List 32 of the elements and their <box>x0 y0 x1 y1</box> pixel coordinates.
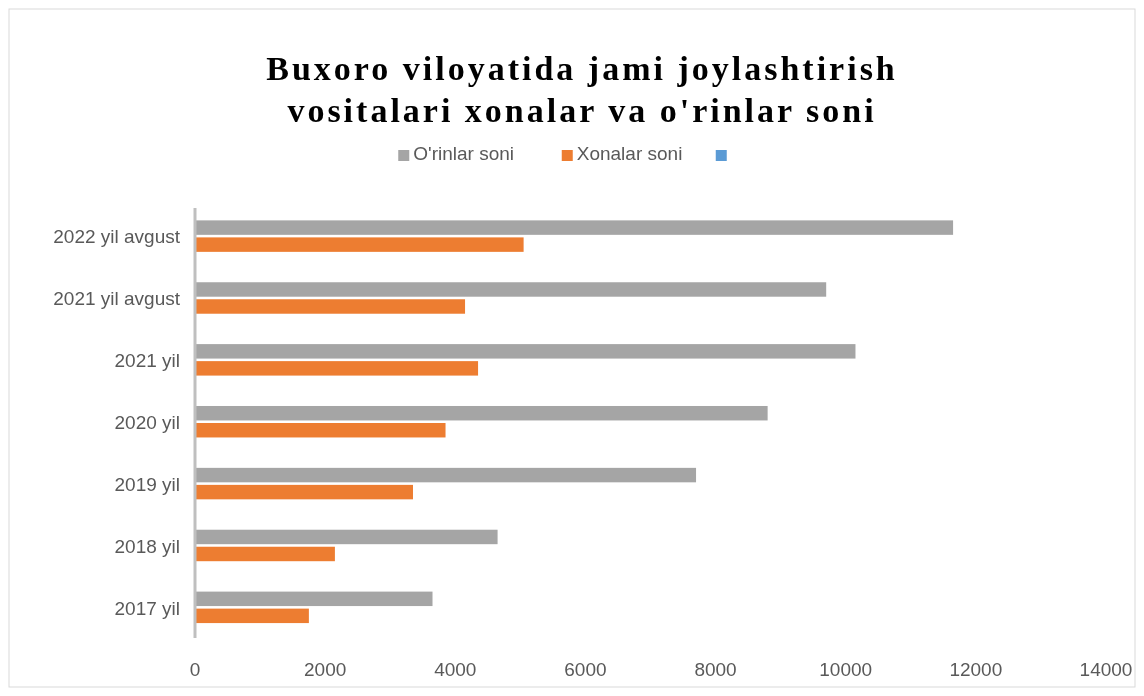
bar <box>195 237 524 252</box>
x-tick-label: 10000 <box>819 659 873 680</box>
x-tick-label: 4000 <box>434 659 477 680</box>
y-tick-label: 2020 yil <box>114 412 180 433</box>
y-tick-label: 2018 yil <box>114 535 180 557</box>
x-tick-label: 8000 <box>694 659 737 680</box>
y-tick-label: 2021 yil <box>114 350 180 372</box>
bar <box>195 405 768 421</box>
bar <box>195 220 954 235</box>
legend-label: Xonalar soni <box>576 143 683 164</box>
bar <box>195 282 827 297</box>
y-tick-label: 2017 yil <box>114 597 180 619</box>
x-tick-label: 0 <box>189 659 201 680</box>
legend-label: O'rinlar soni <box>413 143 515 164</box>
bar <box>195 546 335 562</box>
x-tick-label: 6000 <box>564 659 607 680</box>
bar <box>195 344 856 359</box>
bar <box>195 299 466 314</box>
x-tick-label: 12000 <box>949 659 1003 680</box>
chart-title: Buxoro viloyatida jami joylashtirish vositalari xonalar va o'rinlar soni <box>266 50 898 129</box>
bar <box>195 423 446 438</box>
bar <box>195 467 697 483</box>
y-tick-label: 2019 yil <box>114 473 180 495</box>
x-tick-label: 14000 <box>1079 659 1133 680</box>
bar <box>195 361 479 376</box>
x-tick-label: 2000 <box>304 659 347 680</box>
bar <box>195 591 433 607</box>
bar <box>195 484 413 500</box>
bar <box>195 529 498 545</box>
bar <box>195 608 309 624</box>
y-tick-label: 2021 yil avgust <box>53 288 181 310</box>
y-tick-label: 2022 yil avgust <box>53 226 181 248</box>
